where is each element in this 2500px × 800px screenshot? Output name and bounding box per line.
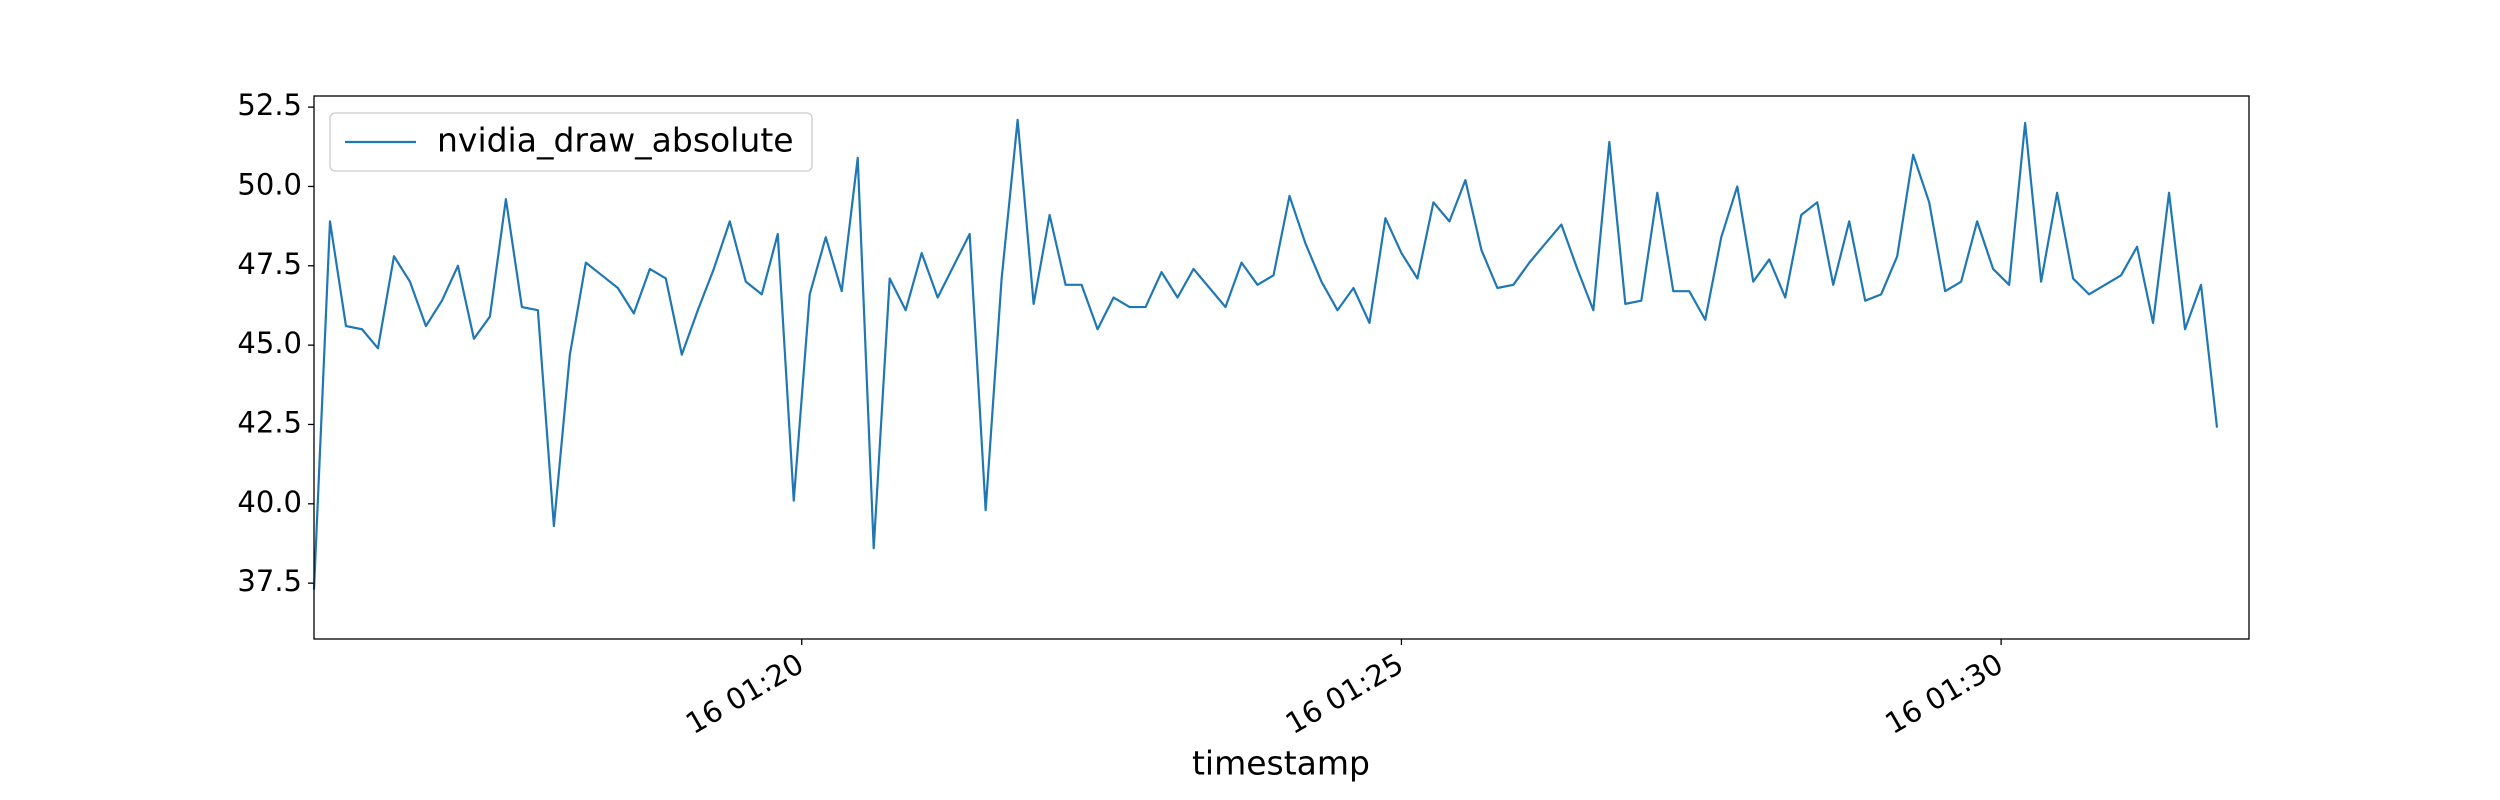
legend-label: nvidia_draw_absolute bbox=[437, 121, 794, 160]
line-series bbox=[312, 118, 2219, 590]
y-tick-label: 42.5 bbox=[237, 405, 302, 439]
x-tick-label: 16 01:20 bbox=[680, 647, 809, 741]
y-tick-label: 37.5 bbox=[237, 564, 302, 598]
y-tick-label: 40.0 bbox=[237, 485, 302, 519]
y-tick-label: 50.0 bbox=[237, 167, 302, 201]
x-tick-label: 16 01:30 bbox=[1879, 647, 2008, 741]
y-tick-label: 45.0 bbox=[237, 326, 302, 360]
legend-box bbox=[329, 112, 813, 172]
x-axis-label: timestamp bbox=[1192, 744, 1370, 783]
x-tick-label: 16 01:25 bbox=[1280, 647, 1409, 741]
plot-frame bbox=[313, 95, 2250, 640]
y-tick-label: 47.5 bbox=[237, 247, 302, 281]
y-tick-label: 52.5 bbox=[237, 88, 302, 122]
